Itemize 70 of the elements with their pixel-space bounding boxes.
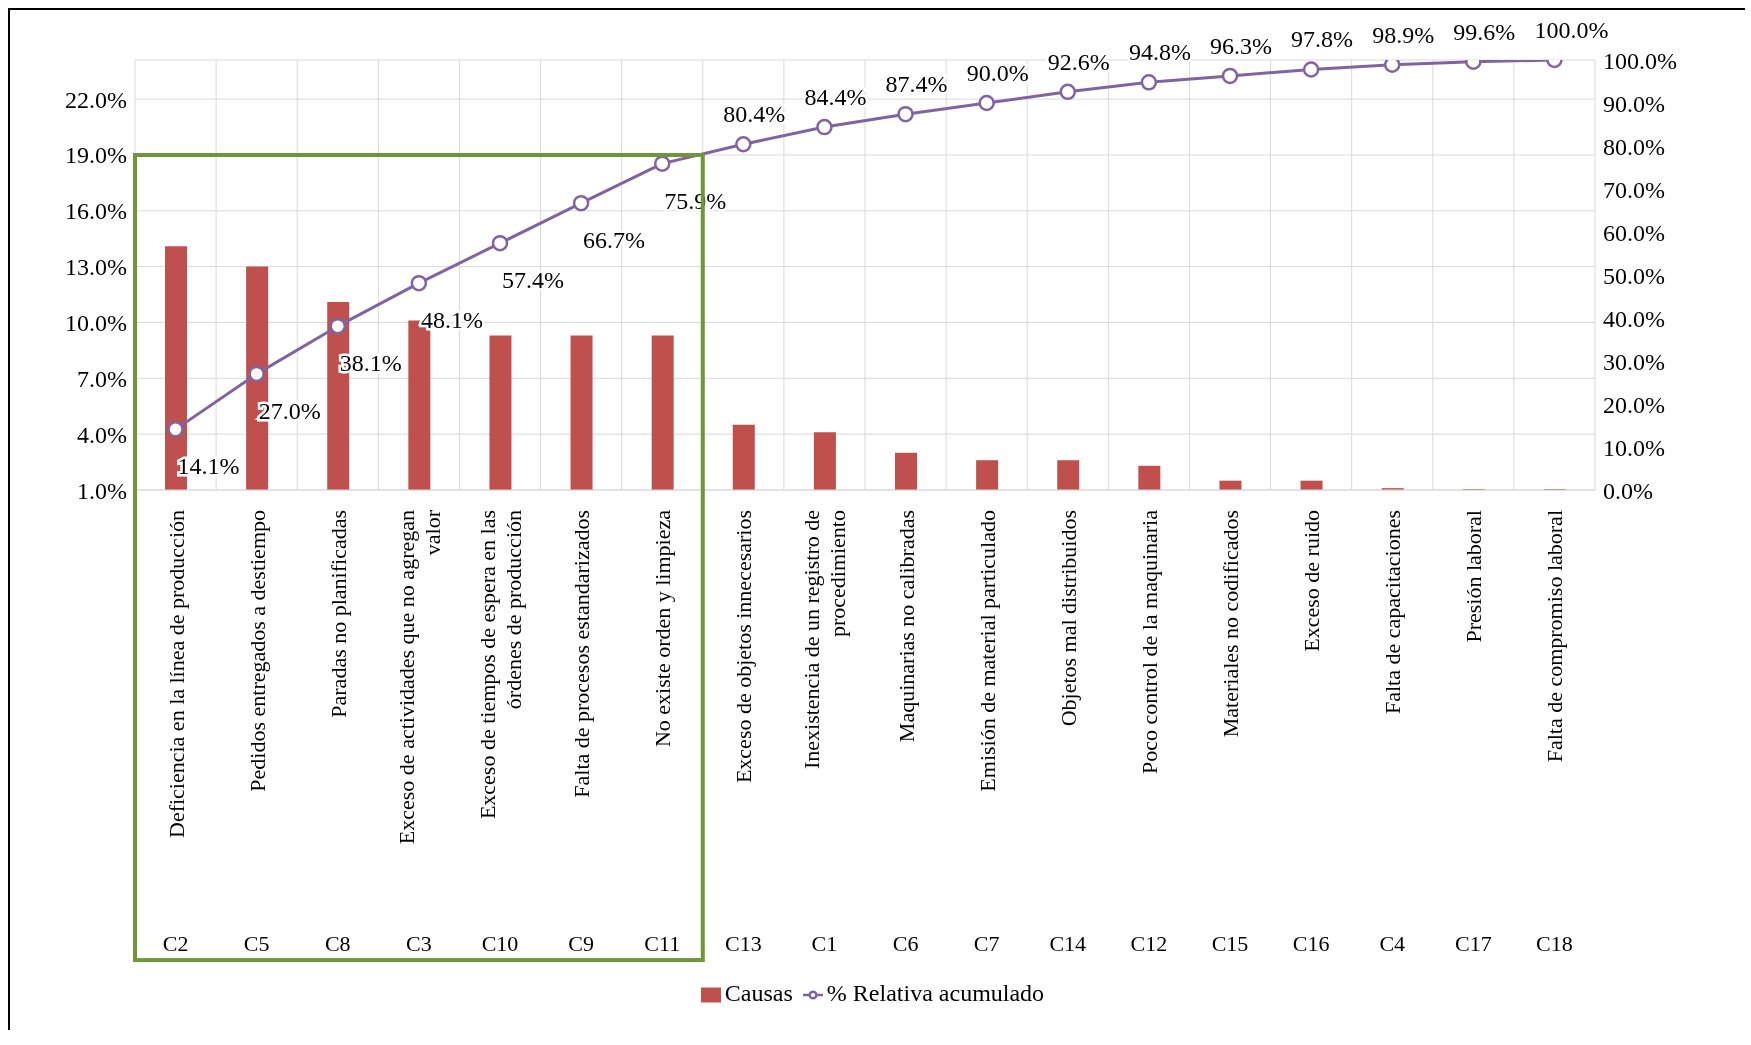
x-tick-label: Objetos mal distribuidos: [1055, 510, 1081, 727]
text: C8: [324, 931, 351, 956]
y2-tick-label: 100.0%: [1603, 47, 1677, 74]
y-tick-label: 13.0%: [65, 254, 127, 281]
text: C1: [811, 931, 838, 956]
data-label: 94.8%: [1128, 39, 1191, 66]
data-label: 57.4%: [502, 267, 564, 294]
text: C12: [1130, 931, 1168, 956]
x-tick-label: Falta de capacitaciones: [1380, 510, 1406, 715]
text: C17: [1454, 931, 1492, 956]
y2-tick-label: 60.0%: [1603, 219, 1665, 246]
x-tick-label: Exceso de actividades que no agregan valor: [393, 509, 445, 845]
x-tick-label: Emisión de material particulado: [974, 510, 1000, 792]
y2-tick-label: 80.0%: [1603, 133, 1665, 160]
y2-tick-label: 40.0%: [1603, 305, 1665, 332]
y2-tick-label: 10.0%: [1603, 434, 1665, 461]
x-tick-label: Poco control de la maquinaria: [1136, 509, 1162, 774]
text: C15: [1211, 931, 1249, 956]
text: C3: [406, 931, 432, 956]
text: C11: [644, 931, 681, 956]
x-tick-label: No existe orden y limpieza: [650, 509, 676, 748]
y2-tick-label: 90.0%: [1603, 90, 1665, 117]
y2-tick-label: 30.0%: [1603, 348, 1665, 375]
y-tick-label: 22.0%: [65, 86, 127, 113]
y2-tick-label: 0.0%: [1603, 477, 1653, 504]
x-tick-label: Exceso de ruido: [1299, 510, 1325, 652]
x-tick-label: Inexistencia de un registro de procedimiento: [799, 510, 851, 770]
y2-tick-label: 50.0%: [1603, 262, 1665, 289]
legend-label: Causas: [724, 980, 793, 1006]
text: C14: [1049, 931, 1087, 956]
x-tick-label: Pedidos entregados a destiempo: [244, 510, 270, 792]
x-tick-label: Exceso de objetos innecesarios: [731, 510, 757, 784]
data-label: 99.6%: [1453, 18, 1516, 45]
data-label: 90.0%: [966, 60, 1029, 86]
x-tick-label: Maquinarias no calibradas: [893, 510, 919, 743]
y2-tick-label: 70.0%: [1603, 176, 1665, 203]
data-label: 100.0%: [1534, 17, 1609, 43]
data-label: 92.6%: [1047, 48, 1110, 75]
x-tick-label: Falta de procesos estandarizados: [569, 510, 595, 798]
text: C18: [1536, 931, 1573, 956]
data-label: 96.3%: [1210, 32, 1272, 59]
x-tick-label: Deficiencia en la línea de producción: [163, 510, 189, 839]
data-label: 80.4%: [723, 101, 786, 128]
data-label: 97.8%: [1291, 26, 1354, 53]
text: C2: [162, 931, 189, 956]
text: C13: [724, 931, 762, 956]
data-label: 66.7%: [583, 227, 646, 254]
y-tick-label: 16.0%: [65, 198, 127, 225]
data-label: 98.9%: [1372, 21, 1435, 48]
y-tick-label: 1.0%: [77, 477, 127, 504]
y-tick-label: 19.0%: [65, 142, 127, 169]
data-label: 87.4%: [885, 71, 948, 98]
text: C6: [892, 931, 919, 956]
text: C4: [1379, 931, 1406, 956]
data-label: 84.4%: [804, 84, 867, 111]
text: C16: [1292, 931, 1330, 956]
y2-tick-label: 20.0%: [1603, 391, 1665, 418]
text: C5: [243, 931, 270, 956]
data-label: 48.1%: [420, 307, 483, 334]
y-tick-label: 7.0%: [77, 365, 127, 392]
text: C7: [973, 931, 1000, 956]
legend-label: % Relativa acumulado: [826, 980, 1045, 1006]
y-tick-label: 10.0%: [65, 309, 127, 336]
y-tick-label: 4.0%: [77, 421, 127, 448]
x-tick-label: Presión laboral: [1461, 510, 1487, 643]
text: C9: [568, 931, 594, 956]
text: C10: [481, 931, 519, 956]
x-tick-label: Paradas no planificadas: [325, 510, 351, 718]
x-tick-label: Falta de compromiso laboral: [1542, 510, 1568, 763]
x-tick-label: Materiales no codificados: [1218, 510, 1243, 738]
